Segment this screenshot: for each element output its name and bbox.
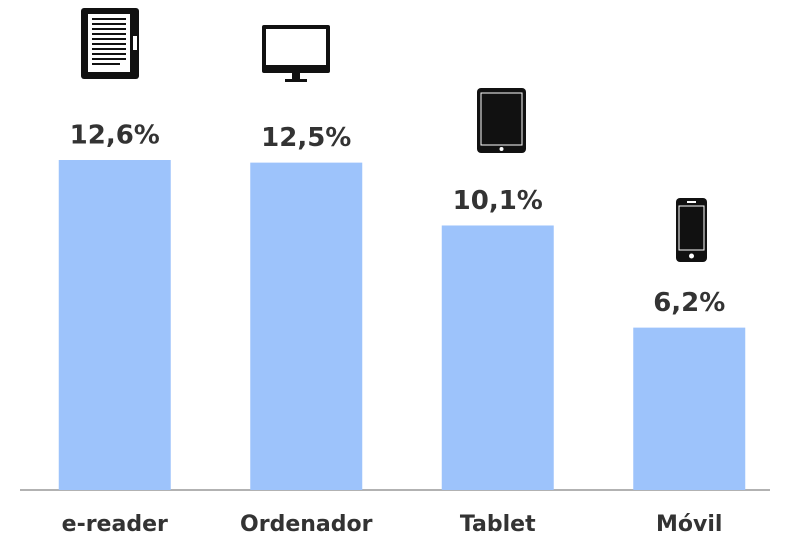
bar	[250, 162, 363, 490]
x-tick-label: e-reader	[62, 512, 168, 537]
tablet-icon	[477, 88, 526, 153]
bar	[633, 327, 746, 490]
x-tick-label: Ordenador	[240, 512, 373, 537]
x-tick-label: Tablet	[460, 512, 536, 537]
bar	[58, 160, 171, 491]
monitor-icon	[262, 25, 330, 82]
value-label: 12,6%	[70, 121, 160, 151]
bar	[441, 225, 554, 490]
value-label: 10,1%	[453, 186, 543, 216]
x-tick-label: Móvil	[656, 512, 722, 537]
e-reader-icon	[81, 8, 139, 79]
value-label: 12,5%	[261, 123, 351, 153]
value-label: 6,2%	[653, 288, 725, 318]
phone-icon	[676, 198, 707, 262]
